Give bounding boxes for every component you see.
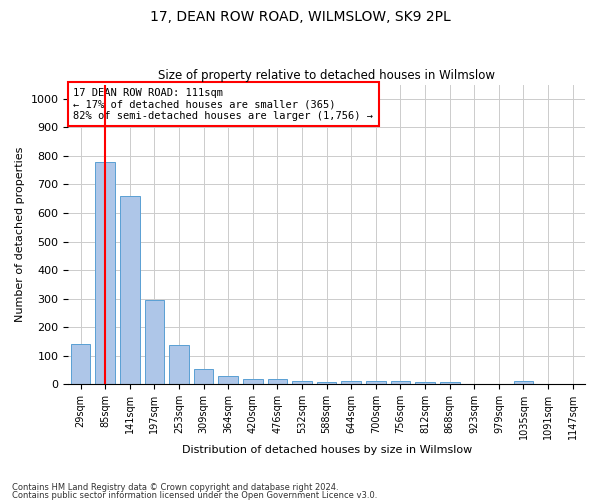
Text: 17, DEAN ROW ROAD, WILMSLOW, SK9 2PL: 17, DEAN ROW ROAD, WILMSLOW, SK9 2PL [149,10,451,24]
Bar [317,382,337,384]
X-axis label: Distribution of detached houses by size in Wilmslow: Distribution of detached houses by size … [182,445,472,455]
Bar [341,382,361,384]
Bar [243,379,263,384]
Text: Contains HM Land Registry data © Crown copyright and database right 2024.: Contains HM Land Registry data © Crown c… [12,484,338,492]
Bar [145,300,164,384]
Bar [391,382,410,384]
Text: 17 DEAN ROW ROAD: 111sqm
← 17% of detached houses are smaller (365)
82% of semi-: 17 DEAN ROW ROAD: 111sqm ← 17% of detach… [73,88,373,121]
Title: Size of property relative to detached houses in Wilmslow: Size of property relative to detached ho… [158,69,495,82]
Bar [440,382,460,384]
Y-axis label: Number of detached properties: Number of detached properties [15,147,25,322]
Bar [268,379,287,384]
Bar [366,382,386,384]
Bar [120,196,140,384]
Bar [71,344,91,385]
Bar [194,368,214,384]
Text: Contains public sector information licensed under the Open Government Licence v3: Contains public sector information licen… [12,490,377,500]
Bar [415,382,435,384]
Bar [169,345,189,385]
Bar [514,382,533,384]
Bar [95,162,115,384]
Bar [292,380,312,384]
Bar [218,376,238,384]
